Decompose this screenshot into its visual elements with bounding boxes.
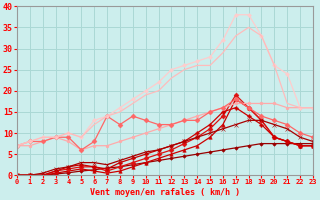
X-axis label: Vent moyen/en rafales ( km/h ): Vent moyen/en rafales ( km/h ) bbox=[90, 188, 240, 197]
